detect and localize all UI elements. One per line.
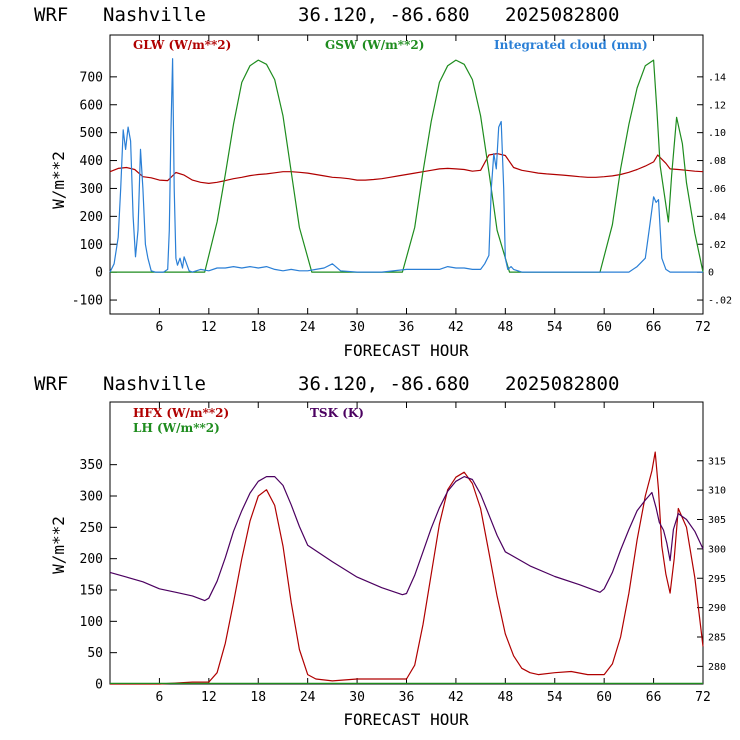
- top-x-tick-label: 30: [349, 320, 365, 335]
- top-x-tick-label: 18: [250, 320, 266, 335]
- bottom-right-axis-ticks: 280 285 290 295 300 305 310 315: [697, 456, 726, 673]
- bot-x-tick-label: 48: [498, 690, 514, 705]
- top-right-tick-label: 0: [708, 268, 714, 279]
- bottom-plot-frame: [109, 401, 704, 685]
- bot-right-tick-label: 305: [708, 515, 726, 526]
- top-right-tick-label: .14: [708, 72, 726, 83]
- bot-x-tick-label: 42: [448, 690, 464, 705]
- bottom-x-axis-label: FORECAST HOUR: [343, 710, 469, 729]
- bot-right-tick-label: 300: [708, 544, 726, 555]
- top-title-date: 2025082800: [505, 4, 619, 26]
- bot-y-tick-label: 50: [87, 646, 103, 661]
- top-y-tick-label: 500: [80, 126, 103, 141]
- bottom-series-group: [109, 451, 704, 685]
- bot-y-tick-label: 0: [95, 678, 103, 693]
- top-x-tick-label: 42: [448, 320, 464, 335]
- top-x-tick-label: 66: [646, 320, 662, 335]
- top-y-tick-label: 200: [80, 210, 103, 225]
- bot-right-tick-label: 280: [708, 662, 726, 673]
- top-legend-glw: GLW (W/m**2): [133, 38, 231, 52]
- bot-right-tick-label: 310: [708, 486, 726, 497]
- top-x-tick-label: 72: [695, 320, 711, 335]
- top-y-tick-label: -100: [72, 294, 103, 309]
- bot-right-tick-label: 290: [708, 603, 726, 614]
- bot-x-tick-label: 66: [646, 690, 662, 705]
- top-series-line-1: [110, 59, 704, 273]
- bottom-y-axis-label: W/m**2: [49, 516, 68, 574]
- bot-x-tick-label: 6: [156, 690, 164, 705]
- top-x-tick-label: 24: [300, 320, 316, 335]
- bot-x-tick-label: 54: [547, 690, 563, 705]
- top-x-tick-label: 60: [596, 320, 612, 335]
- top-right-tick-label: .08: [708, 156, 726, 167]
- bottom-title-model: WRF: [34, 373, 68, 395]
- bot-y-tick-label: 300: [80, 490, 103, 505]
- top-y-tick-label: 0: [95, 266, 103, 281]
- top-left-axis-ticks: -100 0 100 200 300 400 500 600 700: [72, 70, 117, 309]
- bottom-legend-hfx: HFX (W/m**2): [133, 406, 229, 420]
- top-legend-gsw: GSW (W/m**2): [325, 38, 424, 52]
- bot-x-tick-label: 60: [596, 690, 612, 705]
- bot-y-tick-label: 350: [80, 458, 103, 473]
- top-y-tick-label: 400: [80, 154, 103, 169]
- bot-x-tick-label: 24: [300, 690, 316, 705]
- bot-x-tick-label: 72: [695, 690, 711, 705]
- top-series-line-2: [109, 58, 703, 273]
- bot-y-tick-label: 250: [80, 521, 103, 536]
- bot-y-tick-label: 200: [80, 552, 103, 567]
- top-right-axis-ticks: -.02 0 .02 .04 .06 .08 .10 .12 .14: [697, 72, 732, 307]
- top-y-axis-label: W/m**2: [49, 151, 68, 209]
- top-x-tick-label: 12: [201, 320, 217, 335]
- top-x-tick-label: 54: [547, 320, 563, 335]
- bottom-title-date: 2025082800: [505, 373, 619, 395]
- top-right-tick-label: .06: [708, 184, 726, 195]
- top-right-tick-label: .12: [708, 100, 726, 111]
- bot-series-line-2: [109, 476, 704, 602]
- bot-x-tick-label: 36: [399, 690, 415, 705]
- bottom-legend-tsk: TSK (K): [310, 406, 364, 420]
- top-series-group: [109, 58, 704, 273]
- top-title-location: Nashville: [103, 4, 206, 26]
- bot-series-line-0: [110, 451, 704, 685]
- top-y-tick-label: 300: [80, 182, 103, 197]
- bot-right-tick-label: 285: [708, 633, 726, 644]
- bot-right-tick-label: 295: [708, 574, 726, 585]
- top-x-tick-label: 6: [156, 320, 164, 335]
- top-x-tick-label: 48: [498, 320, 514, 335]
- top-right-tick-label: .02: [708, 240, 726, 251]
- top-title-coords: 36.120, -86.680: [298, 4, 470, 26]
- bottom-title-coords: 36.120, -86.680: [298, 373, 470, 395]
- top-x-axis-label: FORECAST HOUR: [343, 341, 469, 360]
- top-x-tick-label: 36: [399, 320, 415, 335]
- bot-right-tick-label: 315: [708, 456, 726, 467]
- top-right-tick-label: -.02: [708, 296, 732, 307]
- top-y-tick-label: 700: [80, 70, 103, 85]
- top-series-line-0: [109, 153, 704, 184]
- bottom-title-location: Nashville: [103, 373, 206, 395]
- top-right-tick-label: .10: [708, 128, 726, 139]
- top-y-tick-label: 600: [80, 98, 103, 113]
- top-y-tick-label: 100: [80, 238, 103, 253]
- top-right-tick-label: .04: [708, 212, 726, 223]
- bottom-legend-lh: LH (W/m**2): [133, 421, 220, 435]
- bot-x-tick-label: 12: [201, 690, 217, 705]
- top-title-model: WRF: [34, 4, 68, 26]
- bot-x-tick-label: 18: [250, 690, 266, 705]
- bot-x-tick-label: 30: [349, 690, 365, 705]
- bot-y-tick-label: 100: [80, 615, 103, 630]
- top-x-axis-ticks: 6 12 18 24 30 36 42 48 54 60 66 72: [156, 35, 711, 335]
- top-legend-cloud: Integrated cloud (mm): [494, 38, 648, 52]
- bottom-x-axis-ticks: 6 12 18 24 30 36 42 48 54 60 66 72: [156, 402, 711, 705]
- bot-y-tick-label: 150: [80, 584, 103, 599]
- bottom-left-axis-ticks: 0 50 100 150 200 250 300 350: [80, 458, 117, 693]
